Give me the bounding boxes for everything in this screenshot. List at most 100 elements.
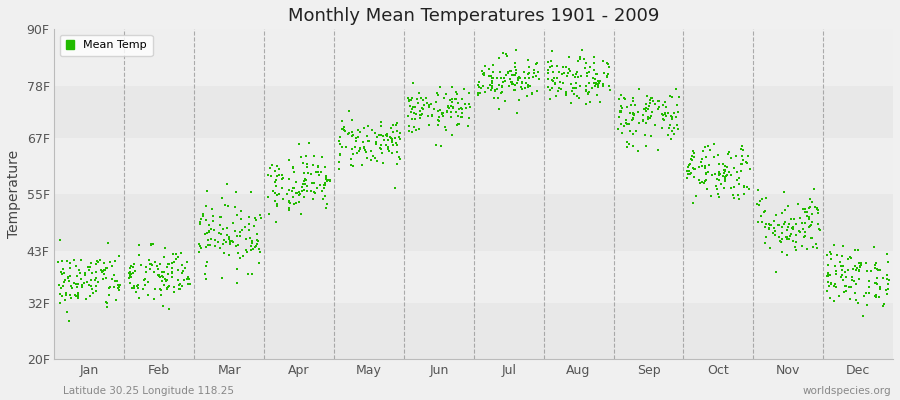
- Point: [390, 142, 404, 148]
- Point: [757, 209, 771, 216]
- Point: [803, 204, 817, 210]
- Point: [834, 252, 849, 259]
- Point: [276, 196, 291, 202]
- Point: [716, 185, 731, 191]
- Point: [362, 138, 376, 145]
- Point: [655, 102, 670, 108]
- Point: [154, 287, 168, 294]
- Point: [872, 286, 886, 292]
- Point: [759, 234, 773, 241]
- Point: [857, 293, 871, 300]
- Point: [698, 165, 712, 172]
- Point: [530, 60, 544, 66]
- Point: [626, 131, 640, 137]
- Point: [571, 74, 585, 80]
- Point: [276, 174, 291, 181]
- Point: [353, 146, 367, 152]
- Point: [811, 210, 825, 216]
- Point: [381, 136, 395, 143]
- Point: [408, 104, 422, 110]
- Point: [721, 150, 735, 157]
- Point: [157, 254, 171, 260]
- Point: [355, 162, 369, 168]
- Point: [415, 111, 429, 117]
- Point: [454, 114, 468, 120]
- Point: [442, 105, 456, 111]
- Point: [485, 80, 500, 86]
- Point: [561, 70, 575, 76]
- Point: [517, 69, 531, 76]
- Point: [312, 172, 327, 178]
- Point: [734, 168, 748, 174]
- Point: [590, 71, 604, 77]
- Point: [239, 249, 254, 256]
- Point: [583, 64, 598, 70]
- Point: [842, 254, 857, 260]
- Point: [482, 73, 496, 79]
- Point: [505, 78, 519, 85]
- Point: [788, 244, 803, 251]
- Point: [439, 91, 454, 97]
- Point: [852, 266, 867, 273]
- Point: [319, 164, 333, 170]
- Point: [590, 92, 604, 98]
- Point: [415, 105, 429, 111]
- Point: [233, 254, 248, 261]
- Point: [76, 284, 90, 290]
- Point: [541, 84, 555, 90]
- Point: [245, 237, 259, 244]
- Point: [832, 292, 846, 299]
- Point: [449, 96, 464, 103]
- Point: [718, 163, 733, 170]
- Point: [99, 275, 113, 281]
- Point: [698, 170, 713, 176]
- Point: [687, 150, 701, 156]
- Point: [824, 295, 838, 301]
- Point: [94, 267, 108, 273]
- Point: [88, 283, 103, 289]
- Point: [181, 274, 195, 280]
- Point: [849, 281, 863, 288]
- Point: [270, 172, 284, 179]
- Point: [820, 252, 834, 258]
- Point: [769, 268, 783, 275]
- Point: [370, 134, 384, 140]
- Point: [544, 84, 559, 91]
- Point: [541, 76, 555, 82]
- Point: [734, 146, 748, 152]
- Point: [272, 165, 286, 172]
- Point: [671, 94, 686, 100]
- Point: [230, 265, 244, 272]
- Point: [741, 153, 755, 159]
- Point: [269, 176, 284, 183]
- Point: [868, 280, 882, 286]
- Point: [296, 160, 310, 166]
- Point: [221, 234, 236, 240]
- Point: [880, 251, 895, 258]
- Bar: [55, 29, 893, 86]
- Point: [139, 269, 153, 275]
- Point: [122, 268, 137, 275]
- Point: [546, 69, 561, 76]
- Point: [786, 224, 800, 230]
- Text: Latitude 30.25 Longitude 118.25: Latitude 30.25 Longitude 118.25: [63, 386, 234, 396]
- Point: [389, 122, 403, 128]
- Point: [380, 133, 394, 139]
- Point: [203, 236, 218, 242]
- Point: [868, 262, 883, 269]
- Point: [127, 283, 141, 289]
- Point: [698, 163, 712, 170]
- Point: [611, 114, 625, 120]
- Point: [243, 234, 257, 241]
- Point: [459, 104, 473, 111]
- Point: [272, 191, 286, 197]
- Point: [226, 219, 240, 226]
- Point: [314, 168, 328, 175]
- Point: [179, 276, 194, 282]
- Point: [218, 202, 232, 208]
- Point: [730, 191, 744, 198]
- Point: [860, 268, 874, 274]
- Point: [450, 122, 464, 128]
- Point: [848, 290, 862, 296]
- Point: [414, 94, 428, 101]
